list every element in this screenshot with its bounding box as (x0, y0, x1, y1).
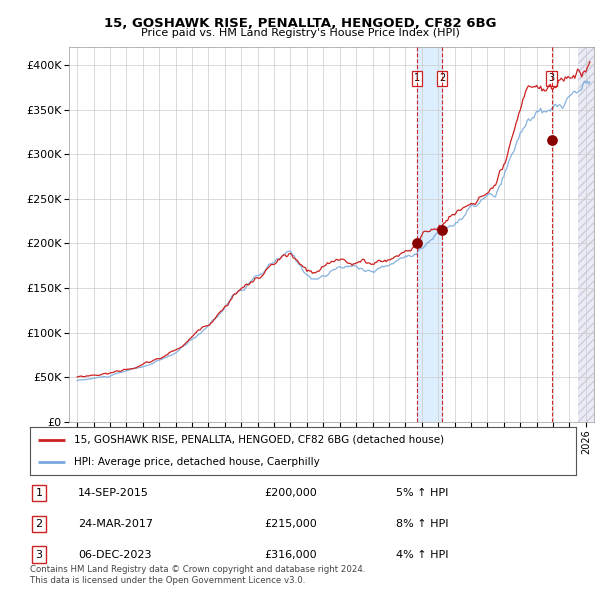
Bar (578, 47, 594, 422)
Text: 4% ↑ HPI: 4% ↑ HPI (396, 550, 449, 559)
Text: 2: 2 (35, 519, 43, 529)
Text: 3: 3 (35, 550, 43, 559)
Text: £200,000: £200,000 (264, 489, 317, 498)
Text: This data is licensed under the Open Government Licence v3.0.: This data is licensed under the Open Gov… (30, 576, 305, 585)
Text: 3: 3 (548, 73, 555, 83)
Text: 8% ↑ HPI: 8% ↑ HPI (396, 519, 449, 529)
Text: Price paid vs. HM Land Registry's House Price Index (HPI): Price paid vs. HM Land Registry's House … (140, 28, 460, 38)
Text: 14-SEP-2015: 14-SEP-2015 (78, 489, 149, 498)
Text: £316,000: £316,000 (264, 550, 317, 559)
Bar (578, 47, 594, 422)
Text: 15, GOSHAWK RISE, PENALLTA, HENGOED, CF82 6BG (detached house): 15, GOSHAWK RISE, PENALLTA, HENGOED, CF8… (74, 435, 444, 445)
Text: 2: 2 (439, 73, 445, 83)
Text: 1: 1 (35, 489, 43, 498)
Text: 15, GOSHAWK RISE, PENALLTA, HENGOED, CF82 6BG: 15, GOSHAWK RISE, PENALLTA, HENGOED, CF8… (104, 17, 496, 30)
Text: 06-DEC-2023: 06-DEC-2023 (78, 550, 151, 559)
Text: £215,000: £215,000 (264, 519, 317, 529)
Point (547, 135, 556, 145)
Text: Contains HM Land Registry data © Crown copyright and database right 2024.: Contains HM Land Registry data © Crown c… (30, 565, 365, 574)
Text: 5% ↑ HPI: 5% ↑ HPI (396, 489, 448, 498)
Text: 24-MAR-2017: 24-MAR-2017 (78, 519, 153, 529)
Text: 1: 1 (414, 73, 420, 83)
Text: HPI: Average price, detached house, Caerphilly: HPI: Average price, detached house, Caer… (74, 457, 319, 467)
Bar (417, 47, 442, 422)
Point (437, 225, 447, 235)
Point (412, 239, 422, 248)
